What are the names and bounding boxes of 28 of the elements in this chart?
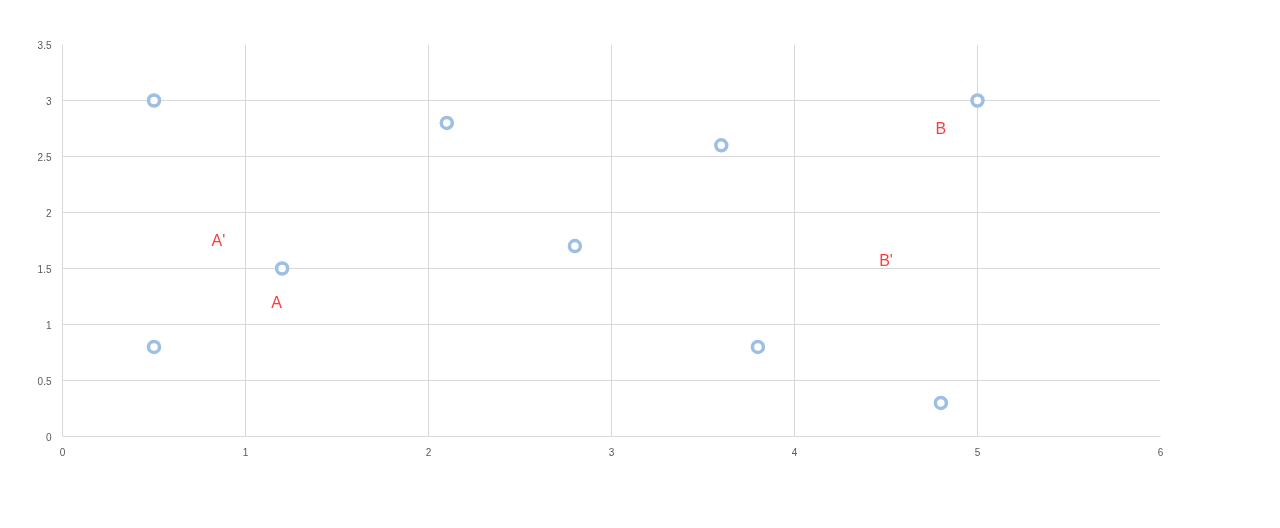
point xyxy=(714,138,729,153)
x-tick-label: 0 xyxy=(59,446,66,458)
point xyxy=(567,238,583,254)
y-tick-label: 1.5 xyxy=(37,263,52,275)
annotation: A' xyxy=(211,232,226,249)
x-tick-label: 3 xyxy=(608,446,615,458)
annotation: B' xyxy=(879,251,893,269)
point xyxy=(439,115,455,131)
x-tick-label: 1 xyxy=(242,446,249,458)
x-tick-label: 6 xyxy=(1157,446,1164,458)
y-tick-label: 1 xyxy=(45,319,52,331)
annotation: A xyxy=(271,293,283,311)
x-tick-label: 5 xyxy=(974,446,981,458)
y-tick-label: 0 xyxy=(45,431,52,443)
annotation: B xyxy=(935,119,947,137)
point xyxy=(933,395,949,411)
y-tick-label: 2 xyxy=(45,207,52,219)
x-tick-label: 4 xyxy=(791,446,798,458)
point xyxy=(750,339,766,355)
point xyxy=(970,93,985,108)
point xyxy=(274,261,290,276)
y-tick-label: 3.5 xyxy=(37,39,52,51)
y-tick-label: 2.5 xyxy=(37,151,52,163)
y-tick-label: 0.5 xyxy=(37,375,52,387)
point xyxy=(146,93,162,108)
x-tick-label: 2 xyxy=(425,446,432,458)
point xyxy=(146,339,162,355)
y-tick-label: 3 xyxy=(45,95,52,107)
